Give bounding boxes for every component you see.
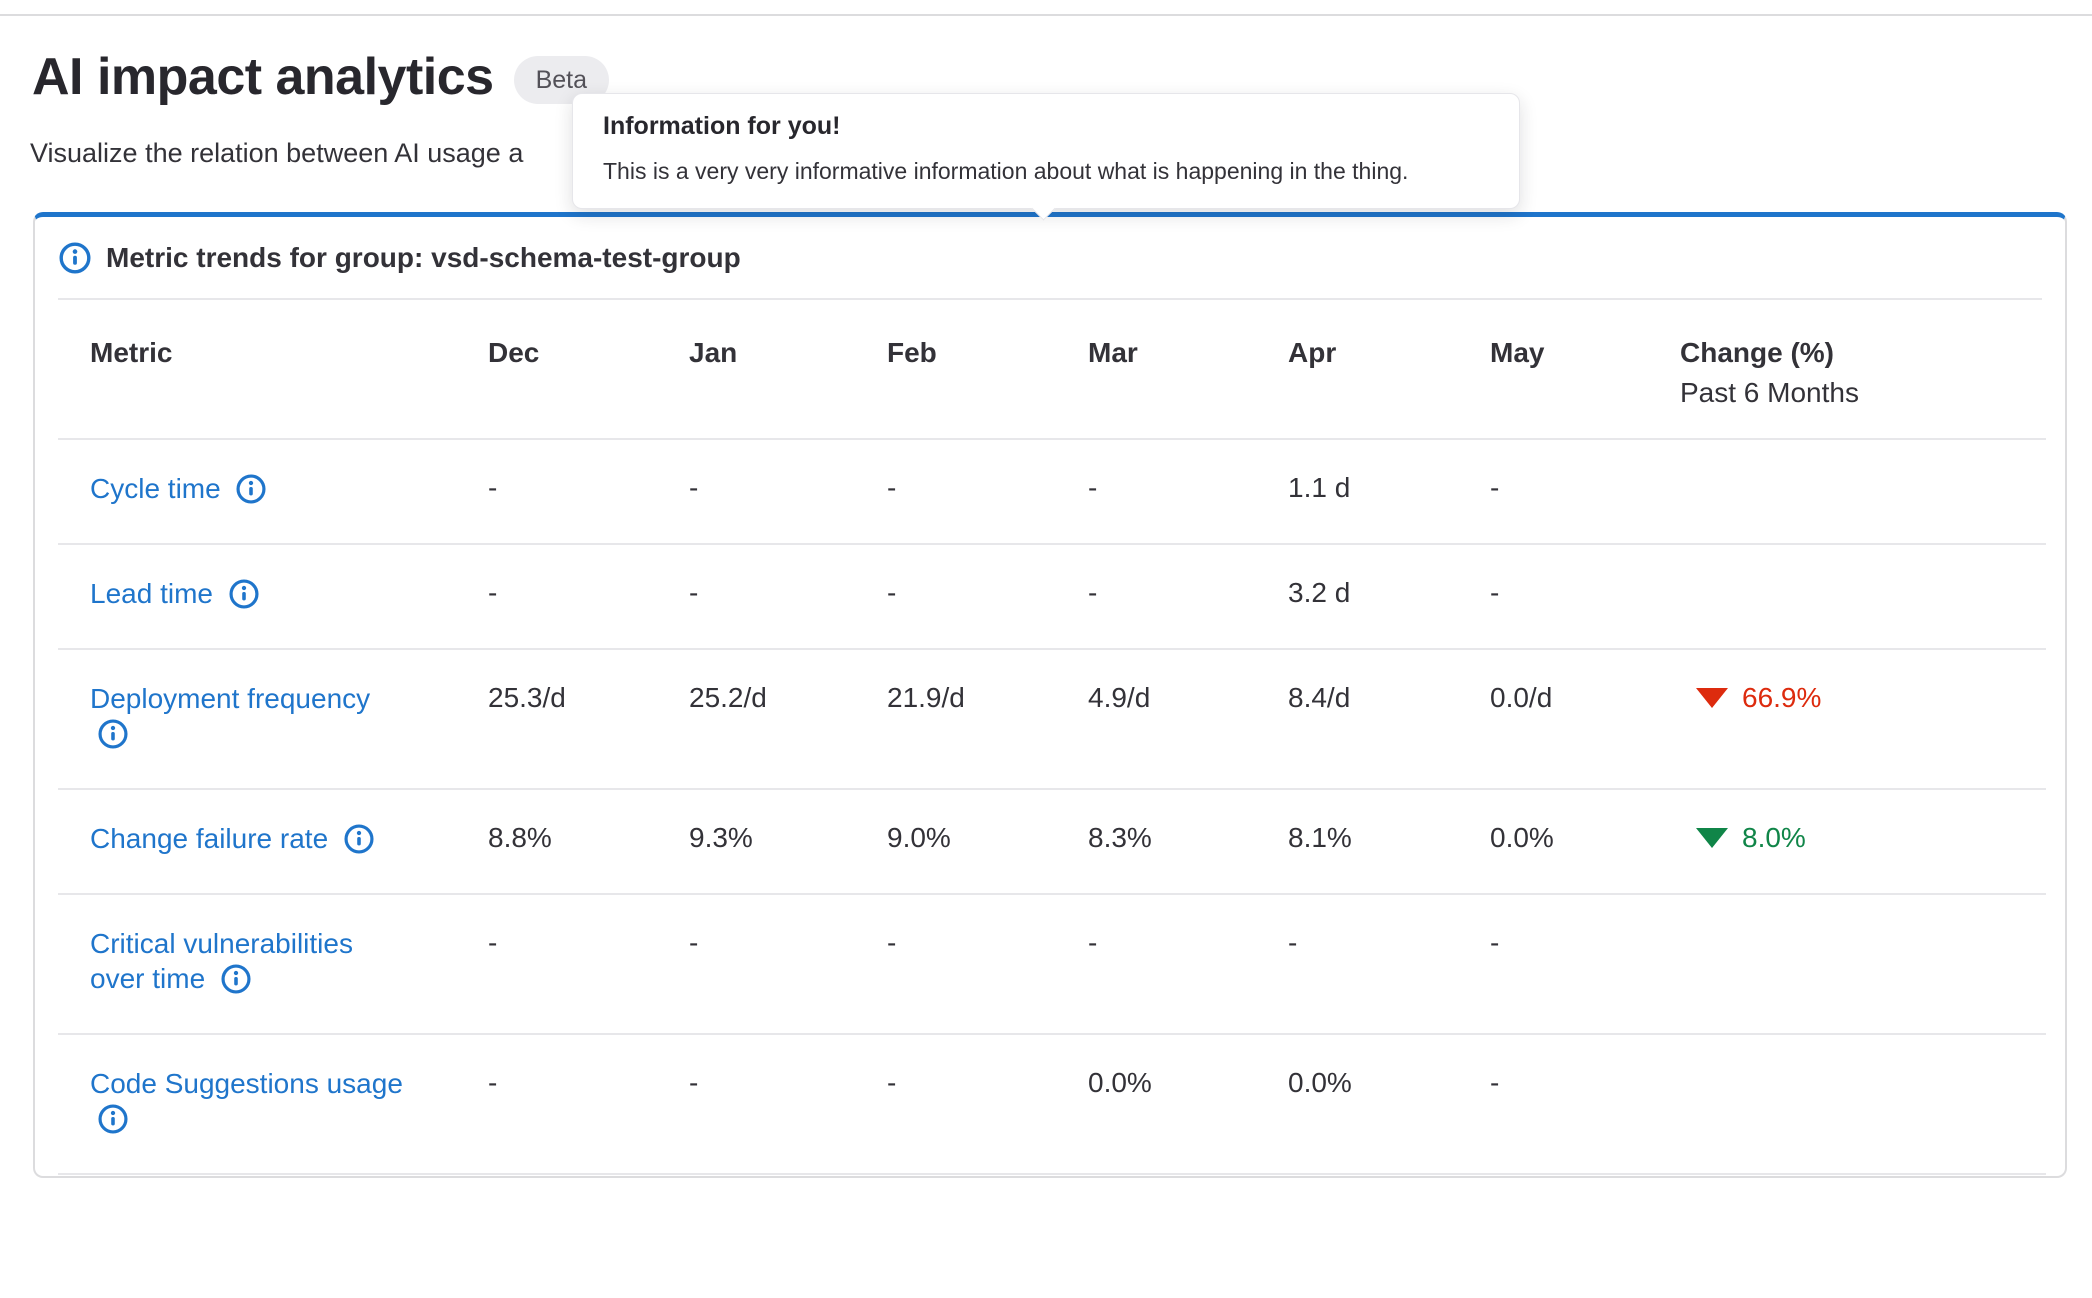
column-header-metric: Metric: [58, 300, 488, 440]
value-cell: -: [887, 894, 1088, 1035]
change-cell: 66.9%: [1680, 649, 2046, 790]
value-cell: 9.3%: [689, 789, 887, 895]
trend-down-icon: [1696, 828, 1728, 848]
value-cell: -: [887, 544, 1088, 650]
column-header-jan: Jan: [689, 300, 887, 440]
page-title: AI impact analytics: [32, 48, 494, 106]
change-cell: [1680, 439, 2046, 545]
trend-down-icon: [1696, 688, 1728, 708]
value-cell: 8.8%: [488, 789, 689, 895]
metric-link[interactable]: Critical vulnerabilities over time: [90, 928, 353, 994]
table-row: Cycle time - - - -1.1 d-: [58, 439, 2046, 545]
value-cell: 0.0%: [1088, 1034, 1288, 1175]
metric-link[interactable]: Cycle time: [90, 473, 267, 504]
table-row: Lead time - - - -3.2 d-: [58, 544, 2046, 650]
beta-badge: Beta: [513, 56, 610, 104]
metric-info-icon[interactable]: [229, 579, 259, 617]
change-cell: [1680, 894, 2046, 1035]
change-header-line1: Change (%): [1680, 337, 1834, 368]
change-value: 66.9%: [1742, 682, 1822, 713]
column-header-change: Change (%) Past 6 Months: [1680, 300, 2046, 440]
value-cell: 1.1 d: [1288, 439, 1490, 545]
change-value: 8.0%: [1742, 822, 1806, 853]
value-cell: -: [689, 544, 887, 650]
value-cell: -: [689, 439, 887, 545]
metric-cell: Lead time: [58, 544, 488, 650]
info-icon[interactable]: [59, 241, 91, 274]
table-row: Change failure rate 8.8% 9.3% 9.0% 8.3% 8.1%…: [58, 789, 2046, 895]
column-header-feb: Feb: [887, 300, 1088, 440]
metric-link[interactable]: Lead time: [90, 578, 259, 609]
value-cell: -: [1288, 894, 1490, 1035]
tooltip-title: Information for you!: [603, 112, 841, 140]
column-header-apr: Apr: [1288, 300, 1490, 440]
page-description: Visualize the relation between AI usage …: [30, 138, 524, 168]
table-row: Critical vulnerabilities over time ------: [58, 894, 2046, 1035]
metric-trends-card: Metric trends for group: vsd-schema-test…: [33, 212, 2067, 1178]
value-cell: 8.1%: [1288, 789, 1490, 895]
value-cell: -: [488, 439, 689, 545]
card-header-divider: [58, 298, 2042, 300]
value-cell: -: [1490, 894, 1680, 1035]
value-cell: -: [689, 1034, 887, 1175]
column-header-may: May: [1490, 300, 1680, 440]
value-cell: 21.9/d: [887, 649, 1088, 790]
value-cell: -: [1490, 544, 1680, 650]
page-header: AI impact analytics Beta: [32, 44, 610, 110]
value-cell: 3.2 d: [1288, 544, 1490, 650]
value-cell: -: [488, 1034, 689, 1175]
column-header-mar: Mar: [1088, 300, 1288, 440]
value-cell: -: [488, 544, 689, 650]
metric-cell: Cycle time: [58, 439, 488, 545]
value-cell: 25.3/d: [488, 649, 689, 790]
change-cell: [1680, 1034, 2046, 1175]
value-cell: -: [887, 439, 1088, 545]
card-title: Metric trends for group: vsd-schema-test…: [106, 241, 741, 273]
table-row: Deployment frequency 25.3/d 25.2/d 21.9/d 4.…: [58, 649, 2046, 790]
column-header-dec: Dec: [488, 300, 689, 440]
metric-cell: Critical vulnerabilities over time: [58, 894, 488, 1035]
value-cell: -: [1088, 439, 1288, 545]
metric-cell: Deployment frequency: [58, 649, 488, 790]
metric-trends-table: Metric Dec Jan Feb Mar Apr May Change (%…: [58, 300, 2046, 1175]
metric-link[interactable]: Change failure rate: [90, 823, 374, 854]
metric-cell: Code Suggestions usage: [58, 1034, 488, 1175]
value-cell: 8.3%: [1088, 789, 1288, 895]
tooltip-popover: Information for you! This is a very very…: [572, 93, 1520, 221]
change-header-line2: Past 6 Months: [1680, 377, 1859, 408]
value-cell: -: [1088, 894, 1288, 1035]
value-cell: -: [1088, 544, 1288, 650]
metric-info-icon[interactable]: [221, 964, 251, 1002]
table-row: Code Suggestions usage - - -0.0% 0.0% -: [58, 1034, 2046, 1175]
card-header: Metric trends for group: vsd-schema-test…: [35, 217, 2065, 298]
change-cell: 8.0%: [1680, 789, 2046, 895]
page-top-divider: [0, 14, 2092, 16]
value-cell: -: [1490, 439, 1680, 545]
metric-link[interactable]: Code Suggestions usage: [90, 1068, 403, 1134]
metric-info-icon[interactable]: [236, 474, 267, 512]
metric-info-icon[interactable]: [344, 824, 374, 862]
value-cell: -: [887, 1034, 1088, 1175]
metric-info-icon[interactable]: [98, 719, 128, 757]
value-cell: 8.4/d: [1288, 649, 1490, 790]
value-cell: 0.0/d: [1490, 649, 1680, 790]
value-cell: 4.9/d: [1088, 649, 1288, 790]
value-cell: 9.0%: [887, 789, 1088, 895]
value-cell: 0.0%: [1288, 1034, 1490, 1175]
tooltip-body: This is a very very informative informat…: [603, 158, 1409, 184]
table-header-row: Metric Dec Jan Feb Mar Apr May Change (%…: [58, 300, 2046, 440]
value-cell: -: [689, 894, 887, 1035]
value-cell: -: [488, 894, 689, 1035]
change-cell: [1680, 544, 2046, 650]
value-cell: -: [1490, 1034, 1680, 1175]
value-cell: 0.0%: [1490, 789, 1680, 895]
metric-info-icon[interactable]: [98, 1104, 128, 1142]
metric-link[interactable]: Deployment frequency: [90, 683, 370, 749]
metric-cell: Change failure rate: [58, 789, 488, 895]
value-cell: 25.2/d: [689, 649, 887, 790]
metric-table-body: Cycle time - - - -1.1 d - Lead time - - - -3.2 d…: [58, 439, 2046, 1175]
